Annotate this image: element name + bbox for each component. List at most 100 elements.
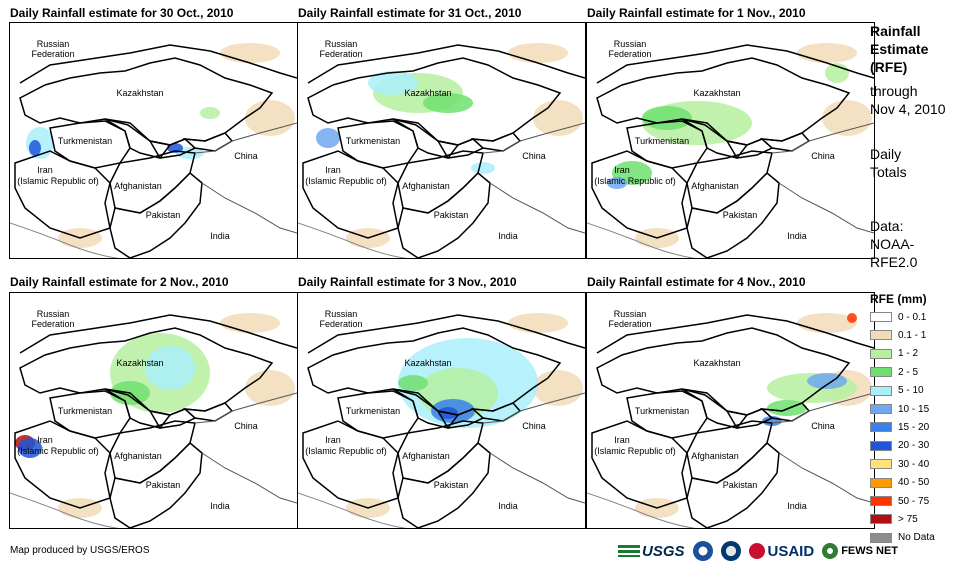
fews-net-logo: FEWS NET [822,543,898,559]
legend-item: 2 - 5 [870,364,918,380]
legend-swatch [870,312,892,322]
border-north [307,44,585,84]
label-china: China [234,151,258,161]
border-china [771,392,874,424]
border-india [489,182,585,234]
border-turkmenistan [626,120,708,169]
rainfall-area [220,43,280,63]
label-iran-full: (Islamic Republic of) [17,176,99,186]
label-india: India [787,501,807,511]
border-north [19,314,297,354]
side-title-line-2: Estimate [870,41,929,57]
label-afghanistan: Afghanistan [691,451,739,461]
legend-label: 50 - 75 [898,495,930,507]
legend-swatch [870,385,892,396]
label-china: China [522,421,546,431]
border-pakistan [397,171,491,258]
label-federation: Federation [31,319,74,329]
border-kazakhstan [19,57,274,146]
border-uzbekistan [104,118,172,159]
logo-strip: USGS USAID FEWS NET [618,538,898,564]
side-daily-line-1: Daily [870,146,902,162]
legend-item: 50 - 75 [870,493,929,509]
label-afghanistan: Afghanistan [402,181,450,191]
rainfall-area [797,43,857,63]
legend-swatch [870,477,892,488]
label-kazakhstan: Kazakhstan [693,88,740,98]
legend-item: No Data [870,530,935,546]
legend-item: 1 - 2 [870,346,918,362]
border-turkmenistan [337,390,419,439]
legend-label: 1 - 2 [898,348,919,360]
legend-item: 5 - 10 [870,383,924,399]
legend-label: 30 - 40 [898,458,930,470]
legend-label: 0.1 - 1 [898,329,927,341]
border-china [194,122,297,154]
border-turkmenistan [49,120,131,169]
label-russia: Russian [614,309,647,319]
label-turkmenistan: Turkmenistan [346,136,400,146]
panel-title-5: Daily Rainfall estimate for 3 Nov., 2010 [298,275,517,289]
legend-title: RFE (mm) [870,292,927,306]
rainfall-area [18,438,42,458]
legend-label: 10 - 15 [898,403,930,415]
label-kazakhstan: Kazakhstan [404,358,451,368]
border-iran [14,420,111,509]
rainfall-area [145,346,195,390]
border-turkmenistan [626,390,708,439]
fews-globe-icon [822,543,839,559]
map-panel-5: Russian Federation Kazakhstan Turkmenistan I… [297,292,586,529]
map-panel-4: Russian Federation Kazakhstan Turkmenistan I… [9,292,298,529]
side-data-line-1: Data: [870,218,904,234]
legend-label: No Data [898,532,935,544]
legend-item: > 75 [870,511,918,527]
map-panel-2: Russian Federation Kazakhstan Turkmenistan I… [297,22,586,259]
panel-title-3: Daily Rainfall estimate for 1 Nov., 2010 [587,6,806,20]
label-iran-full: (Islamic Republic of) [305,446,387,456]
label-pakistan: Pakistan [434,210,469,220]
label-federation: Federation [608,49,651,59]
label-russia: Russian [325,309,358,319]
rainfall-area [807,373,847,389]
panel-title-1: Daily Rainfall estimate for 30 Oct., 201… [10,6,234,20]
border-china [482,392,585,424]
border-china [771,122,874,154]
label-kazakhstan: Kazakhstan [116,88,163,98]
legend-label: 5 - 10 [898,385,924,397]
coastline [10,222,119,258]
legend-label: 0 - 0.1 [898,311,927,323]
border-iran [591,150,688,239]
label-turkmenistan: Turkmenistan [635,136,689,146]
panel-title-4: Daily Rainfall estimate for 2 Nov., 2010 [10,275,229,289]
label-turkmenistan: Turkmenistan [58,136,112,146]
label-pakistan: Pakistan [434,480,469,490]
legend-swatch [870,496,892,506]
label-federation: Federation [608,319,651,329]
coastline [587,492,696,528]
usaid-seal-icon [748,543,765,559]
rainfall-area [423,93,473,113]
label-pakistan: Pakistan [146,210,181,220]
border-india [201,452,297,504]
rainfall-area [29,140,41,156]
border-pakistan [109,441,203,528]
border-uzbekistan [392,118,460,159]
rainfall-area [767,400,807,416]
label-pakistan: Pakistan [146,480,181,490]
usaid-logo: USAID [748,543,814,560]
label-iran: Iran [614,435,630,445]
border-india [201,182,297,234]
label-turkmenistan: Turkmenistan [635,406,689,416]
label-iran: Iran [37,435,53,445]
side-daily-line-2: Totals [870,164,907,180]
coastline [587,222,696,258]
border-iran [14,150,111,239]
border-iran [302,420,399,509]
label-iran: Iran [614,165,630,175]
label-russia: Russian [325,39,358,49]
border-india [778,452,874,504]
label-federation: Federation [319,49,362,59]
